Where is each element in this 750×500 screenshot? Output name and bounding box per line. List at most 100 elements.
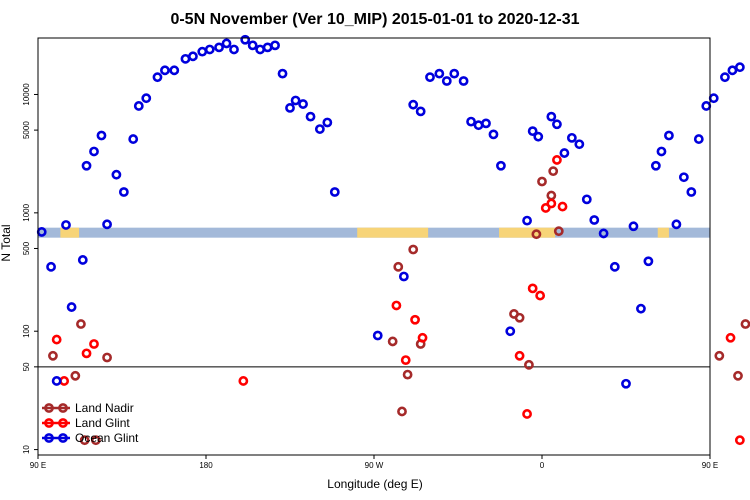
ocean-glint-point — [314, 124, 325, 134]
legend-marker — [44, 418, 54, 428]
coastline-band — [38, 227, 710, 238]
ocean-glint-point — [628, 221, 639, 232]
ocean-glint-point — [255, 44, 266, 55]
ocean-glint-point — [262, 42, 273, 53]
land-glint-point — [552, 155, 562, 165]
ocean-glint-point — [372, 330, 383, 341]
y-axis-label: N Total — [0, 224, 13, 261]
ocean-glint-point — [415, 106, 426, 117]
ocean-glint-point — [133, 101, 144, 111]
ocean-glint-point — [102, 219, 112, 230]
land-nadir-point — [393, 261, 404, 272]
ocean-glint-point — [204, 44, 215, 55]
legend-marker — [58, 403, 68, 413]
y-tick-label: 500 — [22, 241, 31, 255]
ocean-glint-point — [656, 146, 667, 157]
data-points — [36, 34, 750, 446]
ocean-glint-point — [188, 51, 198, 62]
y-tick-label: 10000 — [22, 83, 31, 106]
ocean-glint-point — [481, 118, 491, 129]
x-tick-label: 90 E — [702, 461, 718, 470]
ocean-glint-point — [169, 65, 180, 76]
y-tick-label: 1000 — [22, 203, 31, 221]
ocean-glint-point — [128, 134, 139, 144]
land-nadir-point — [402, 369, 413, 380]
chart-title: 0-5N November (Ver 10_MIP) 2015-01-01 to… — [170, 11, 579, 28]
ocean-glint-point — [240, 34, 251, 45]
ocean-glint-point — [305, 111, 316, 122]
ocean-glint-point — [290, 95, 301, 106]
land-glint-point — [527, 283, 538, 294]
plot-frame — [37, 37, 711, 456]
x-tick-label: 180 — [199, 461, 213, 470]
ocean-glint-point — [270, 40, 280, 51]
ocean-glint-point — [285, 103, 295, 113]
land-glint-point — [535, 290, 546, 301]
land-glint-point — [725, 332, 736, 343]
ocean-glint-point — [552, 119, 562, 130]
land-nadir-point — [531, 229, 542, 240]
x-tick-label: 0 — [540, 461, 545, 470]
land-band-segment — [60, 227, 80, 238]
ocean-glint-point — [708, 93, 719, 104]
land-glint-point — [400, 355, 411, 366]
land-glint-point — [522, 409, 532, 419]
ocean-glint-point — [559, 148, 570, 158]
land-nadir-point — [733, 370, 743, 381]
land-nadir-point — [740, 319, 750, 329]
ocean-glint-point — [322, 117, 333, 128]
ocean-glint-point — [533, 131, 544, 142]
ocean-glint-point — [621, 378, 631, 389]
ocean-glint-point — [61, 220, 71, 230]
land-glint-point — [81, 348, 92, 359]
land-nadir-point — [553, 226, 564, 237]
ocean-glint-point — [720, 72, 730, 83]
land-glint-point — [410, 314, 420, 325]
land-glint-point — [417, 332, 428, 343]
ocean-glint-point — [609, 261, 620, 272]
land-glint-point — [514, 350, 525, 361]
legend-marker — [44, 403, 54, 413]
ocean-glint-point — [141, 93, 152, 104]
y-axis: 10 50 100 500 1000 5000 10000 — [22, 83, 38, 454]
ocean-glint-point — [574, 139, 585, 150]
ocean-glint-point — [650, 160, 661, 171]
y-tick-label: 5000 — [22, 121, 31, 139]
ocean-glint-point — [247, 40, 258, 51]
x-axis-label: Longitude (deg E) — [327, 477, 422, 491]
ocean-glint-point — [66, 302, 77, 312]
land-nadir-point — [76, 319, 86, 329]
ocean-glint-point — [229, 44, 239, 55]
ocean-glint-point — [89, 146, 99, 157]
ocean-glint-point — [118, 187, 129, 197]
ocean-glint-point — [152, 72, 163, 83]
ocean-glint-point — [81, 160, 92, 171]
ocean-glint-point — [221, 38, 232, 49]
ocean-glint-point — [466, 116, 476, 127]
land-band-segment — [499, 227, 556, 238]
ocean-glint-point — [636, 303, 646, 314]
legend-label: Land Nadir — [75, 401, 134, 415]
ocean-glint-point — [727, 65, 738, 76]
ocean-glint-point — [589, 215, 600, 225]
legend-marker — [44, 433, 54, 443]
land-nadir-point — [387, 336, 398, 347]
ocean-glint-point — [111, 169, 122, 180]
ocean-glint-point — [449, 68, 460, 79]
ocean-glint-point — [581, 194, 592, 205]
land-nadir-point — [537, 176, 547, 187]
ocean-glint-point — [96, 130, 107, 141]
y-tick-label: 50 — [22, 362, 31, 371]
legend-marker — [58, 418, 68, 428]
ocean-glint-point — [197, 46, 208, 57]
land-band-segment — [357, 227, 429, 238]
ocean-glint-point — [408, 99, 419, 110]
land-nadir-point — [514, 312, 525, 323]
ocean-glint-point — [678, 172, 689, 183]
ocean-glint-point — [693, 134, 704, 144]
ocean-glint-point — [473, 120, 484, 131]
land-glint-point — [89, 339, 99, 349]
ocean-glint-point — [214, 42, 224, 53]
x-axis: 90 E 180 90 W 0 90 E — [30, 455, 718, 470]
